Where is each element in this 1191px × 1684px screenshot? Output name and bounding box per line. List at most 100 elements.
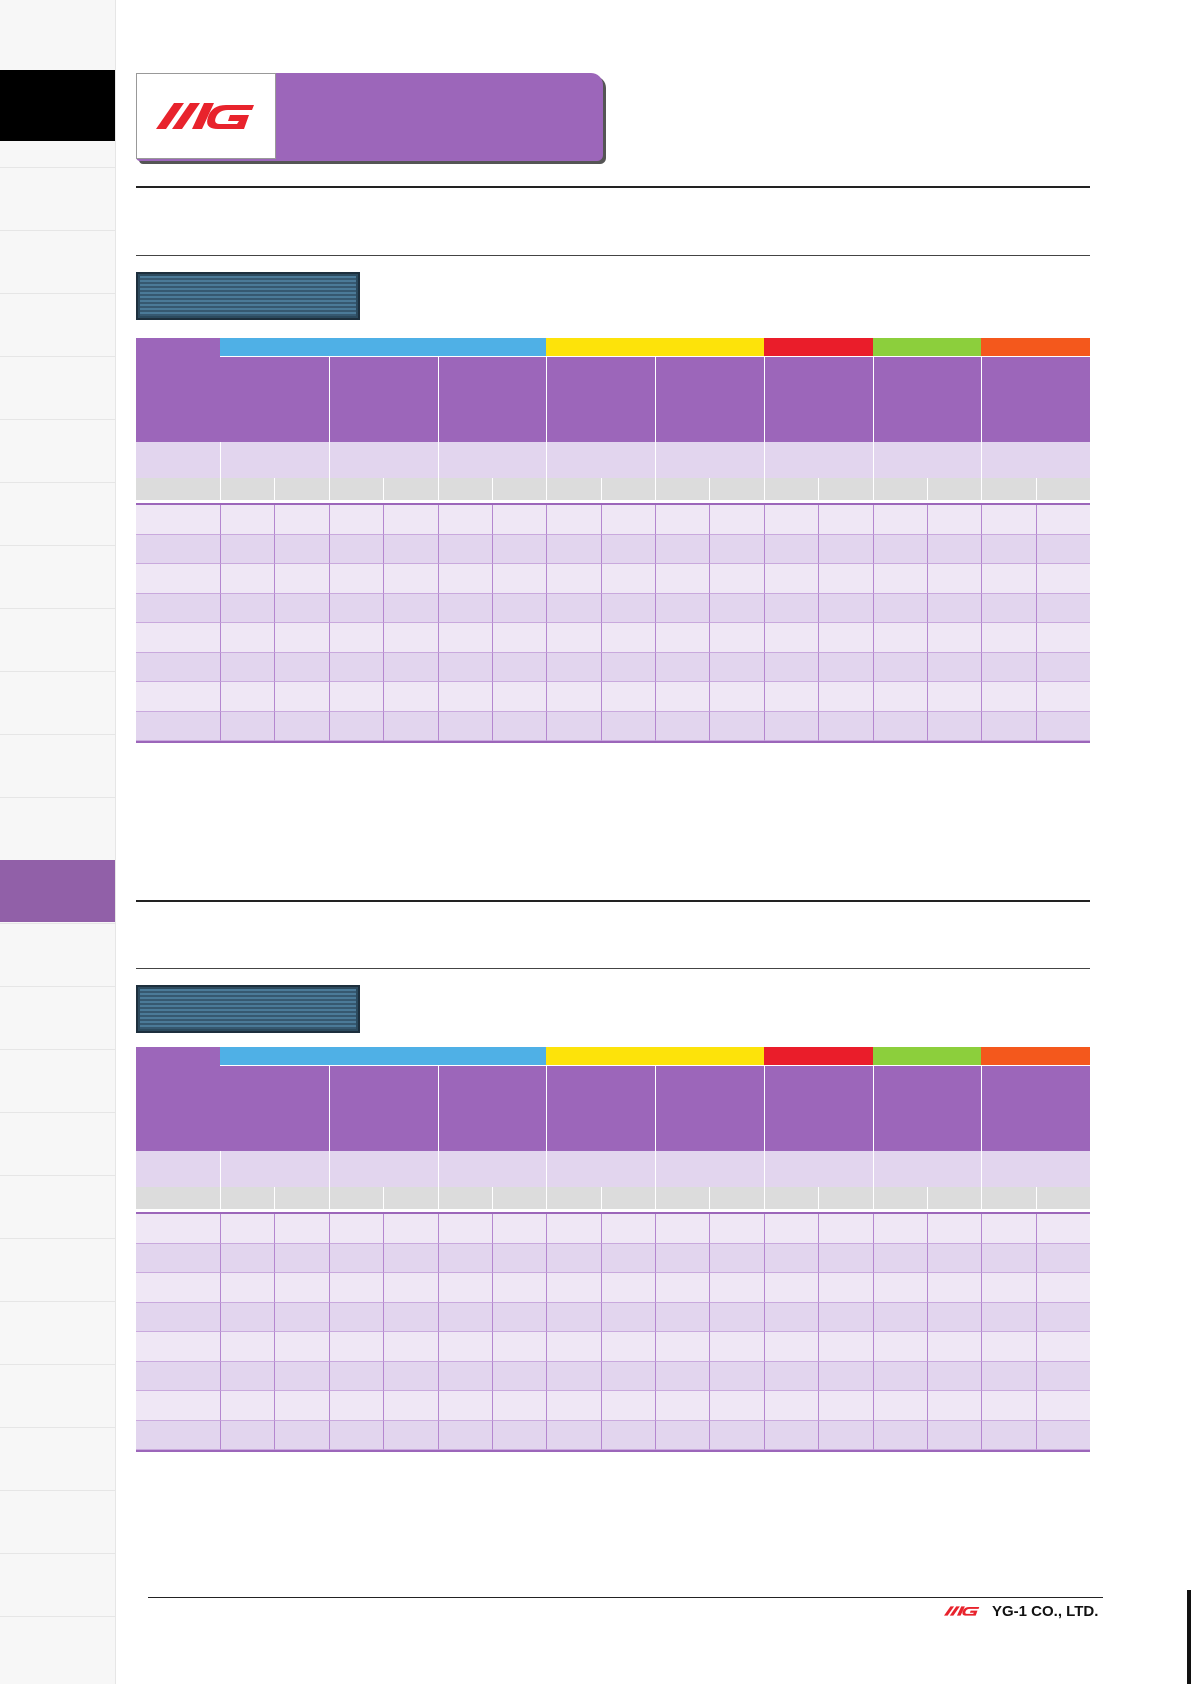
table-cell xyxy=(328,711,384,741)
table-cell xyxy=(981,1214,1036,1244)
table-cell xyxy=(328,1361,384,1391)
table-cell xyxy=(818,1361,873,1391)
table-cell xyxy=(274,1332,329,1362)
table-cell xyxy=(383,505,438,535)
table-cell xyxy=(546,1302,601,1332)
sidebar-tab[interactable] xyxy=(0,419,115,481)
table-cell xyxy=(600,1361,655,1391)
table-cell xyxy=(437,623,492,653)
unit-cell xyxy=(655,1187,710,1209)
sidebar-tab[interactable] xyxy=(0,1364,115,1426)
table-cell xyxy=(872,505,927,535)
table-cell xyxy=(763,593,819,623)
unit-cell xyxy=(546,478,601,500)
sidebar-tab[interactable] xyxy=(0,230,115,292)
sidebar-tab[interactable] xyxy=(0,1553,115,1615)
unit-cell xyxy=(709,1187,764,1209)
sidebar-tab[interactable] xyxy=(0,545,115,607)
table-row-label xyxy=(136,1273,220,1303)
table-cell xyxy=(383,564,438,594)
sidebar-tab[interactable] xyxy=(0,482,115,544)
table-cell xyxy=(763,1273,819,1303)
table-cell xyxy=(600,534,655,564)
table-corner-subheader xyxy=(136,1151,220,1187)
table-cell xyxy=(383,1361,438,1391)
column-subheader xyxy=(220,1151,329,1187)
sidebar-tab[interactable] xyxy=(0,1238,115,1300)
table-cell xyxy=(328,1273,384,1303)
table-cell xyxy=(491,1361,547,1391)
column-header xyxy=(328,357,438,442)
table-cell xyxy=(546,1273,601,1303)
sidebar-tab[interactable] xyxy=(0,293,115,355)
table-cell xyxy=(872,593,927,623)
unit-cell xyxy=(981,1187,1036,1209)
table-cell xyxy=(383,623,438,653)
table-cell xyxy=(328,1214,384,1244)
sidebar-tab[interactable] xyxy=(0,1049,115,1111)
table-cell xyxy=(491,534,547,564)
footer-rule xyxy=(148,1597,1103,1598)
sidebar-header-block xyxy=(0,70,115,141)
table-row-label xyxy=(136,1243,220,1273)
table-cell xyxy=(872,1391,927,1421)
table-cell xyxy=(546,1332,601,1362)
table-cell xyxy=(437,593,492,623)
sidebar-tab[interactable] xyxy=(0,1427,115,1489)
table-cell xyxy=(655,534,710,564)
sidebar-tab[interactable] xyxy=(0,986,115,1048)
table-cell xyxy=(600,1273,655,1303)
sidebar-tab[interactable] xyxy=(0,356,115,418)
unit-cell xyxy=(274,1187,329,1209)
table-cell xyxy=(383,1273,438,1303)
column-header xyxy=(655,357,764,442)
sidebar-tab[interactable] xyxy=(0,1175,115,1237)
unit-cell xyxy=(1035,1187,1090,1209)
sidebar-tab[interactable] xyxy=(0,923,115,985)
unit-cell xyxy=(437,478,492,500)
table-cell xyxy=(383,1302,438,1332)
table-cell xyxy=(491,593,547,623)
table-cell xyxy=(818,1302,873,1332)
sidebar-tab[interactable] xyxy=(0,1616,115,1678)
table-cell xyxy=(437,564,492,594)
table-cell xyxy=(437,652,492,682)
table-cell xyxy=(600,1214,655,1244)
table-cell xyxy=(763,1332,819,1362)
table-cell xyxy=(1035,534,1090,564)
table-cell xyxy=(546,1391,601,1421)
table-cell xyxy=(220,623,275,653)
table-cell xyxy=(818,1273,873,1303)
table-cell xyxy=(926,711,982,741)
table-cell xyxy=(437,534,492,564)
table-cell xyxy=(981,505,1036,535)
sidebar-tab-active[interactable] xyxy=(0,860,115,922)
table-cell xyxy=(437,1243,492,1273)
brand-logo xyxy=(136,73,276,159)
table-cell xyxy=(872,1273,927,1303)
table-cell xyxy=(220,1361,275,1391)
sidebar-tab[interactable] xyxy=(0,1301,115,1363)
column-header xyxy=(872,1066,982,1151)
sidebar-tab[interactable] xyxy=(0,797,115,859)
table-cell xyxy=(220,1243,275,1273)
table-cell xyxy=(818,1214,873,1244)
sidebar-tab[interactable] xyxy=(0,608,115,670)
table-cell xyxy=(763,1302,819,1332)
table-cell xyxy=(655,652,710,682)
table-cell xyxy=(274,711,329,741)
table-cell xyxy=(655,1332,710,1362)
table-row-label xyxy=(136,1361,220,1391)
sidebar-tab[interactable] xyxy=(0,1112,115,1174)
table-cell xyxy=(655,593,710,623)
sidebar-tab[interactable] xyxy=(0,734,115,796)
sidebar-tab[interactable] xyxy=(0,1490,115,1552)
sidebar-tab[interactable] xyxy=(0,671,115,733)
unit-cell xyxy=(818,1187,873,1209)
sidebar-tab[interactable] xyxy=(0,167,115,229)
table-cell xyxy=(818,623,873,653)
table-cell xyxy=(818,1391,873,1421)
column-subheader xyxy=(328,1151,438,1187)
table-cell xyxy=(546,505,601,535)
table-cell xyxy=(818,593,873,623)
